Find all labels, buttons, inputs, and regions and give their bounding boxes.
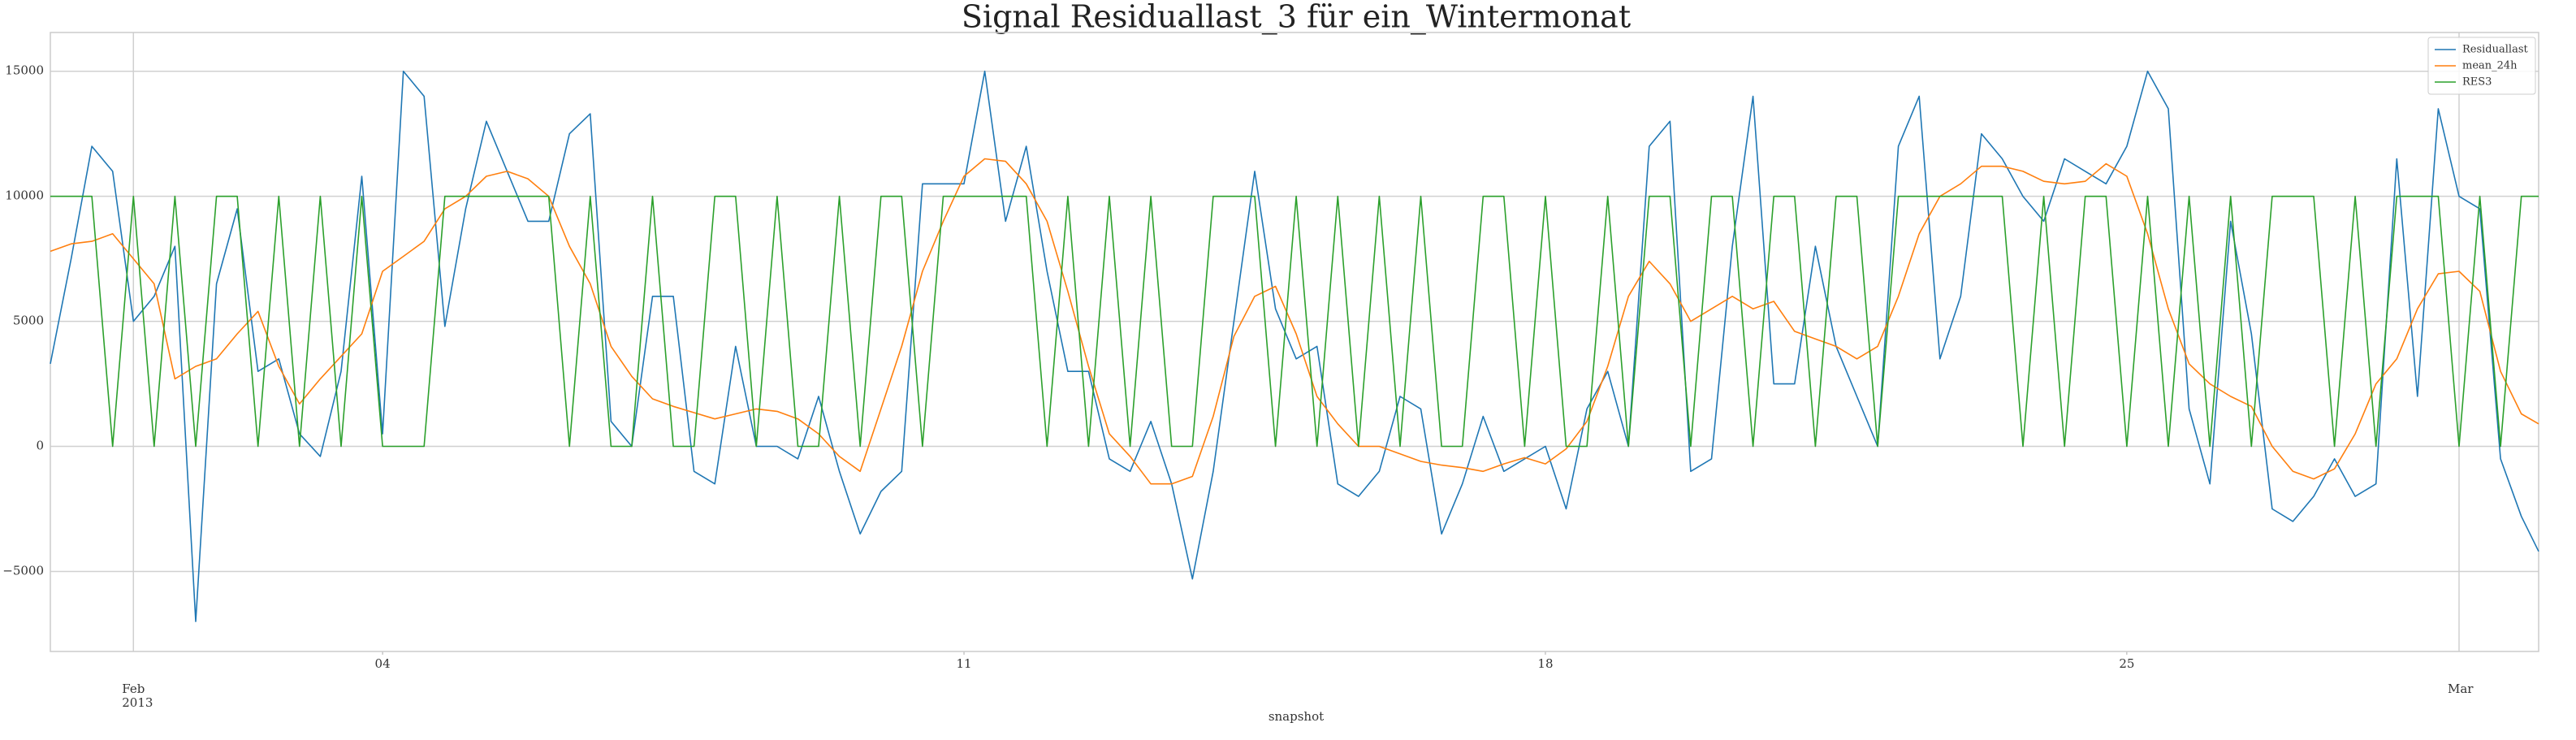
legend-box xyxy=(2427,37,2536,95)
y-tick-label: 15000 xyxy=(5,63,44,78)
series-line xyxy=(50,195,2539,448)
x-tick-label: Feb 2013 xyxy=(122,682,153,710)
x-tick-label: 11 xyxy=(956,656,971,671)
series-line xyxy=(50,70,2539,622)
plot-frame xyxy=(50,32,2539,652)
legend-label: Residuallast xyxy=(2462,44,2528,56)
x-tick-label: Mar xyxy=(2447,682,2474,696)
x-axis-label: snapshot xyxy=(1269,709,1324,724)
y-tick-label: 0 xyxy=(36,439,44,453)
y-tick-label: −5000 xyxy=(2,563,44,578)
y-tick-label: 5000 xyxy=(13,314,44,328)
x-tick-label: 04 xyxy=(375,656,391,671)
chart-title: Signal Residuallast_3 für ein_Wintermona… xyxy=(962,0,1631,36)
x-tick-label: 18 xyxy=(1537,656,1553,671)
x-tick-label: 25 xyxy=(2119,656,2134,671)
y-tick-label: 10000 xyxy=(5,188,44,203)
legend-label: RES3 xyxy=(2462,76,2492,89)
legend-label: mean_24h xyxy=(2462,60,2518,72)
